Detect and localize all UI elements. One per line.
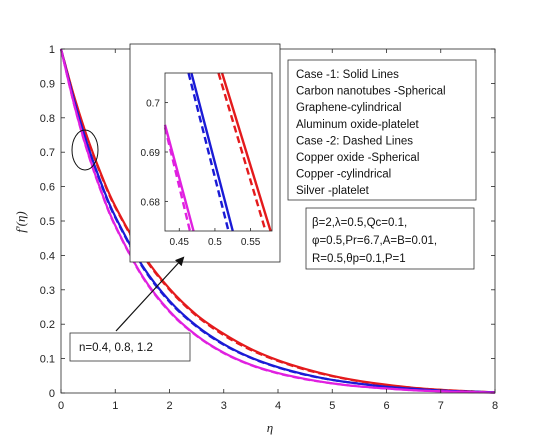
inset-y-tick-label: 0.68 bbox=[141, 197, 161, 208]
legend-line: Case -2: Dashed Lines bbox=[296, 135, 413, 147]
zoom-region-ellipse bbox=[71, 129, 99, 171]
inset-line-solid bbox=[190, 72, 234, 232]
series-line-dashed-n0_4 bbox=[59, 48, 496, 394]
legend-line: Copper oxide -Spherical bbox=[296, 152, 419, 164]
inset-y-tick-label: 0.7 bbox=[146, 99, 160, 110]
y-tick-label: 0.7 bbox=[40, 147, 55, 159]
y-tick-label: 0.5 bbox=[40, 216, 55, 228]
inset-series bbox=[163, 72, 272, 232]
legend-text: Case -1: Solid Lines Carbon nanotubes -Sp… bbox=[296, 69, 446, 197]
parameter-line: R=0.5,θp=0.1,P=1 bbox=[312, 253, 406, 265]
y-tick-label: 0.1 bbox=[40, 354, 55, 366]
legend-line: Copper -cylindrical bbox=[296, 169, 391, 181]
legend-line: Silver -platelet bbox=[296, 185, 370, 197]
y-tick-label: 1 bbox=[49, 44, 55, 56]
legend-line: Aluminum oxide-platelet bbox=[296, 119, 420, 131]
y-tick-label: 0.8 bbox=[40, 113, 55, 125]
x-axis-ticks: 0 1 2 3 4 5 6 7 8 bbox=[58, 49, 498, 412]
annotation-arrow bbox=[115, 256, 185, 332]
x-tick-label: 4 bbox=[275, 400, 281, 412]
x-tick-label: 0 bbox=[58, 400, 64, 412]
x-tick-label: 1 bbox=[112, 400, 118, 412]
annotation-n-values: n=0.4, 0.8, 1.2 bbox=[79, 342, 153, 354]
inset-x-ticks: 0.45 0.5 0.55 bbox=[170, 228, 261, 248]
y-tick-label: 0.2 bbox=[40, 319, 55, 331]
inset-line-dashed bbox=[163, 127, 192, 232]
parameter-line: β=2,λ=0.5,Qc=0.1, bbox=[312, 217, 407, 229]
series-line-dashed-n0_8 bbox=[59, 48, 496, 394]
series-line-dashed-n1_2 bbox=[59, 48, 496, 394]
inset-y-ticks: 0.68 0.69 0.7 bbox=[141, 99, 168, 208]
main-plot-series bbox=[59, 48, 496, 394]
x-tick-label: 6 bbox=[383, 400, 389, 412]
y-tick-label: 0.6 bbox=[40, 182, 55, 194]
annotation-box bbox=[69, 332, 191, 362]
y-tick-label: 0.3 bbox=[40, 285, 55, 297]
inset-x-tick-label: 0.55 bbox=[241, 237, 261, 248]
legend-line: Graphene-cylindrical bbox=[296, 102, 401, 114]
legend-line: Case -1: Solid Lines bbox=[296, 69, 399, 81]
x-tick-label: 7 bbox=[438, 400, 444, 412]
y-axis-ticks: 0 0.1 0.2 0.3 0.4 0.5 0.6 0.7 0.8 0.9 1 bbox=[40, 44, 495, 400]
parameter-box bbox=[305, 207, 475, 270]
inset-x-tick-label: 0.5 bbox=[208, 237, 222, 248]
inset-plot-frame bbox=[164, 72, 273, 232]
inset-panel bbox=[129, 43, 281, 263]
parameter-text: β=2,λ=0.5,Qc=0.1, φ=0.5,Pr=6.7,A=B=0.01, R… bbox=[312, 217, 437, 265]
y-tick-label: 0.9 bbox=[40, 78, 55, 90]
parameter-line: φ=0.5,Pr=6.7,A=B=0.01, bbox=[312, 235, 437, 247]
x-axis-label: η bbox=[267, 420, 273, 435]
inset-line-dashed bbox=[217, 72, 267, 232]
inset-x-tick-label: 0.45 bbox=[170, 237, 190, 248]
legend-box bbox=[287, 59, 477, 201]
inset-y-tick-label: 0.69 bbox=[141, 148, 161, 159]
inset-line-dashed bbox=[187, 72, 230, 232]
x-tick-label: 5 bbox=[329, 400, 335, 412]
y-axis-label: f'(η) bbox=[13, 211, 28, 233]
x-tick-label: 8 bbox=[492, 400, 498, 412]
inset-line-solid bbox=[220, 72, 272, 232]
y-tick-label: 0.4 bbox=[40, 250, 55, 262]
x-tick-label: 3 bbox=[221, 400, 227, 412]
legend-line: Carbon nanotubes -Spherical bbox=[296, 86, 446, 98]
y-tick-label: 0 bbox=[49, 388, 55, 400]
x-tick-label: 2 bbox=[166, 400, 172, 412]
